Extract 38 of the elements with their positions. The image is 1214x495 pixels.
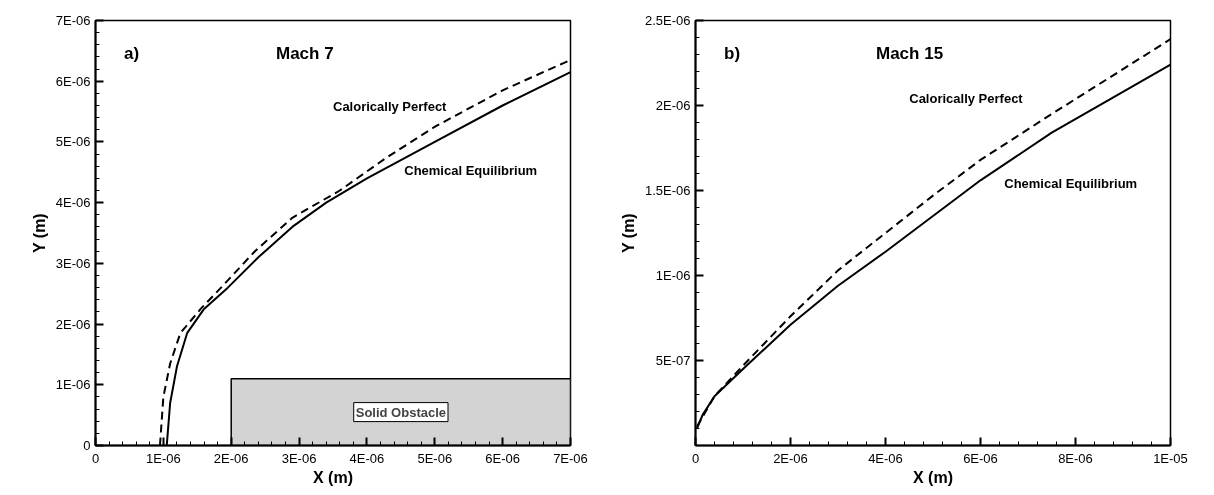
x-axis-title: X (m) <box>313 468 353 486</box>
y-tick-label: 5E-07 <box>655 353 691 368</box>
x-tick-label: 6E-06 <box>485 450 520 466</box>
y-tick-label: 6E-06 <box>55 73 91 89</box>
y-tick-label: 2.5E-06 <box>644 13 691 28</box>
y-tick-label: 1E-06 <box>55 377 91 393</box>
x-tick-label: 1E-06 <box>146 450 181 466</box>
y-axis-title: Y (m) <box>619 213 637 253</box>
series-label: Solid Obstacle <box>355 404 447 420</box>
x-tick-label: 8E-06 <box>1058 450 1093 466</box>
x-tick-label: 4E-06 <box>349 450 385 466</box>
x-tick-label: 2E-06 <box>773 450 808 466</box>
annotation: a) <box>124 44 140 63</box>
series-label: Chemical Equilibrium <box>404 162 538 178</box>
x-tick-label: 5E-06 <box>417 450 453 466</box>
annotation: b) <box>724 44 741 63</box>
y-tick-label: 1E-06 <box>655 268 691 283</box>
y-tick-label: 2E-06 <box>55 316 91 332</box>
y-tick-label: 3E-06 <box>55 255 91 271</box>
series-label: Calorically Perfect <box>333 99 448 114</box>
x-axis-title: X (m) <box>913 468 953 486</box>
x-tick-label: 3E-06 <box>281 450 317 466</box>
x-tick-label: 6E-06 <box>963 450 998 466</box>
text: Mach 15 <box>876 44 944 63</box>
y-tick-label: 0 <box>83 438 91 453</box>
y-axis-title: Y (m) <box>30 213 48 253</box>
y-tick-label: 5E-06 <box>55 134 91 150</box>
y-tick-label: 4E-06 <box>55 195 91 211</box>
series-label: Chemical Equilibrium <box>1004 175 1138 191</box>
x-tick-label: 2E-06 <box>213 450 249 466</box>
y-tick-label: 7E-06 <box>55 13 91 28</box>
y-tick-label: 1.5E-06 <box>644 183 691 198</box>
x-tick-label: 1E-05 <box>1153 450 1188 466</box>
series-label: Calorically Perfect <box>909 90 1024 106</box>
text: Mach 7 <box>276 44 334 63</box>
x-tick-label: 7E-06 <box>553 450 588 466</box>
x-tick-label: 4E-06 <box>868 450 903 466</box>
y-tick-label: 2E-06 <box>655 98 691 113</box>
